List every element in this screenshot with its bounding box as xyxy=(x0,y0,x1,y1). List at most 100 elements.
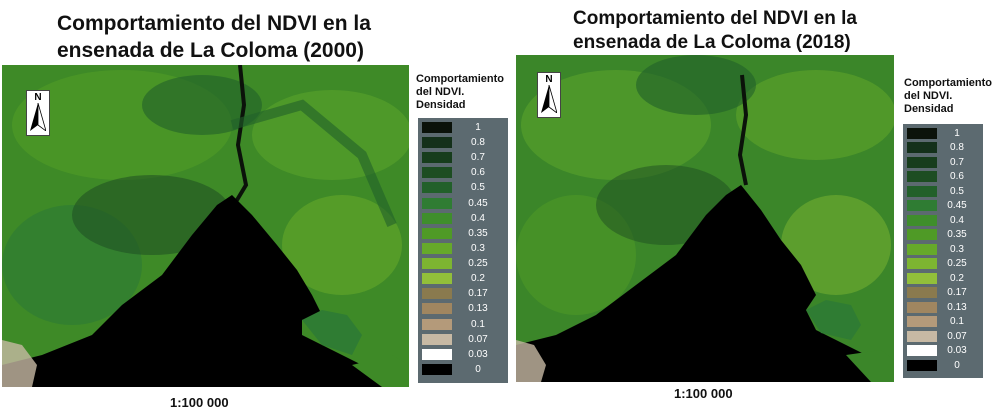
legend-item: 0.4 xyxy=(903,214,983,228)
legend-swatch xyxy=(907,200,937,212)
legend-swatch xyxy=(422,182,452,194)
legend-item: 0.35 xyxy=(418,227,508,241)
legend-title-line-1: Comportamiento xyxy=(416,73,504,85)
legend-item: 1 xyxy=(418,122,508,135)
legend-value: 0.03 xyxy=(947,345,967,357)
legend-value: 0.7 xyxy=(950,156,964,168)
legend-value: 0.1 xyxy=(471,318,485,330)
north-label: N xyxy=(34,92,42,103)
legend-title-line-1: Comportamiento xyxy=(904,77,992,89)
map-title: Comportamiento del NDVI en la ensenada d… xyxy=(57,10,371,64)
ndvi-raster-2000 xyxy=(2,65,409,387)
legend-value: 0.13 xyxy=(468,303,488,315)
legend-title-line-3: Densidad xyxy=(416,99,466,111)
legend-swatch xyxy=(422,303,452,315)
legend-swatch xyxy=(907,142,937,154)
legend-item: 0.6 xyxy=(903,171,983,184)
legend-value: 0.2 xyxy=(471,273,485,285)
legend-item: 1 xyxy=(903,128,983,141)
legend-swatch xyxy=(907,287,937,299)
legend-swatch xyxy=(907,243,937,255)
legend-value: 0.2 xyxy=(950,272,964,284)
legend-swatch xyxy=(422,258,452,270)
legend-value: 0.13 xyxy=(947,301,967,313)
legend-swatch xyxy=(422,167,452,179)
legend-value: 0.25 xyxy=(947,258,967,270)
legend-swatch xyxy=(422,242,452,254)
legend-item: 0.6 xyxy=(418,167,508,180)
legend-swatch xyxy=(907,316,937,328)
legend-value: 0.25 xyxy=(468,258,488,270)
legend-item: 0.45 xyxy=(903,200,983,213)
legend-value: 0.4 xyxy=(471,212,485,224)
legend-swatch xyxy=(907,258,937,270)
legend-item: 0.5 xyxy=(418,182,508,195)
legend-value: 0.8 xyxy=(471,137,485,149)
legend-swatch xyxy=(907,214,937,226)
legend-item: 0.13 xyxy=(903,301,983,315)
panel-2000: Comportamiento del NDVI en la ensenada d… xyxy=(2,10,508,410)
legend-swatch xyxy=(422,348,452,360)
legend-value: 0.07 xyxy=(947,330,967,342)
legend-value: 1 xyxy=(954,128,960,139)
map-title: Comportamiento del NDVI en la ensenada d… xyxy=(573,7,857,55)
map-scale: 1:100 000 xyxy=(170,395,229,410)
ndvi-legend: 1 0.8 0.7 0.6 0.5 0.45 0.4 0.35 0.3 0.25 0.2 0.17 0.… xyxy=(903,124,983,378)
legend-value: 0.3 xyxy=(950,243,964,255)
legend-value: 0.7 xyxy=(471,152,485,164)
legend-value: 0.03 xyxy=(468,348,488,360)
legend-item: 0.8 xyxy=(418,137,508,150)
legend-title-line-2: del NDVI. xyxy=(904,90,953,102)
legend-value: 0.6 xyxy=(950,171,964,183)
legend-value: 0.6 xyxy=(471,167,485,179)
ndvi-raster-2018 xyxy=(516,55,894,382)
legend-item: 0.7 xyxy=(903,156,983,170)
compass-arrow-icon xyxy=(541,85,557,113)
legend-value: 0.07 xyxy=(468,333,488,345)
legend-item: 0.1 xyxy=(418,318,508,332)
legend-value: 0 xyxy=(954,359,960,371)
title-line-1: Comportamiento del NDVI en la xyxy=(57,12,371,35)
legend-item: 0.25 xyxy=(418,258,508,271)
legend-item: 0.25 xyxy=(903,258,983,271)
legend-value: 0.45 xyxy=(468,197,488,209)
legend-value: 0.3 xyxy=(471,242,485,254)
legend-swatch xyxy=(907,156,937,168)
legend-swatch xyxy=(422,122,452,133)
legend-item: 0.03 xyxy=(903,345,983,358)
legend-swatch xyxy=(422,197,452,209)
compass-arrow-icon xyxy=(30,103,46,131)
ndvi-map-2000 xyxy=(2,65,409,387)
legend-value: 0.35 xyxy=(468,227,488,239)
legend-swatch xyxy=(907,171,937,183)
ndvi-map-2018 xyxy=(516,55,894,382)
title-line-2: ensenada de La Coloma (2000) xyxy=(57,39,364,62)
legend-value: 0.4 xyxy=(950,214,964,226)
legend-item: 0.2 xyxy=(418,273,508,286)
legend-swatch xyxy=(422,212,452,224)
legend-title: Comportamiento del NDVI. Densidad xyxy=(904,77,992,116)
legend-swatch xyxy=(422,152,452,164)
legend-value: 0.5 xyxy=(471,182,485,194)
legend-item: 0.17 xyxy=(418,288,508,301)
legend-swatch xyxy=(422,363,452,375)
legend-item: 0.1 xyxy=(903,316,983,329)
legend-item: 0.2 xyxy=(903,272,983,286)
legend-item: 0.5 xyxy=(903,185,983,199)
title-line-2: ensenada de La Coloma (2018) xyxy=(573,32,851,53)
legend-value: 0.8 xyxy=(950,142,964,154)
legend-item: 0 xyxy=(903,359,983,373)
legend-swatch xyxy=(422,288,452,300)
legend-value: 0 xyxy=(475,363,481,375)
legend-value: 0.17 xyxy=(468,288,488,300)
north-label: N xyxy=(545,74,553,85)
legend-item: 0.17 xyxy=(903,287,983,300)
legend-swatch xyxy=(907,272,937,284)
legend-swatch xyxy=(907,185,937,197)
ndvi-legend: 1 0.8 0.7 0.6 0.5 0.45 0.4 0.35 0.3 0.25 0.2 0.17 0.… xyxy=(418,118,508,383)
legend-title-line-2: del NDVI. xyxy=(416,86,465,98)
legend-item: 0.03 xyxy=(418,348,508,362)
legend-value: 0.35 xyxy=(947,229,967,241)
legend-item: 0.35 xyxy=(903,229,983,242)
legend-item: 0.13 xyxy=(418,303,508,316)
